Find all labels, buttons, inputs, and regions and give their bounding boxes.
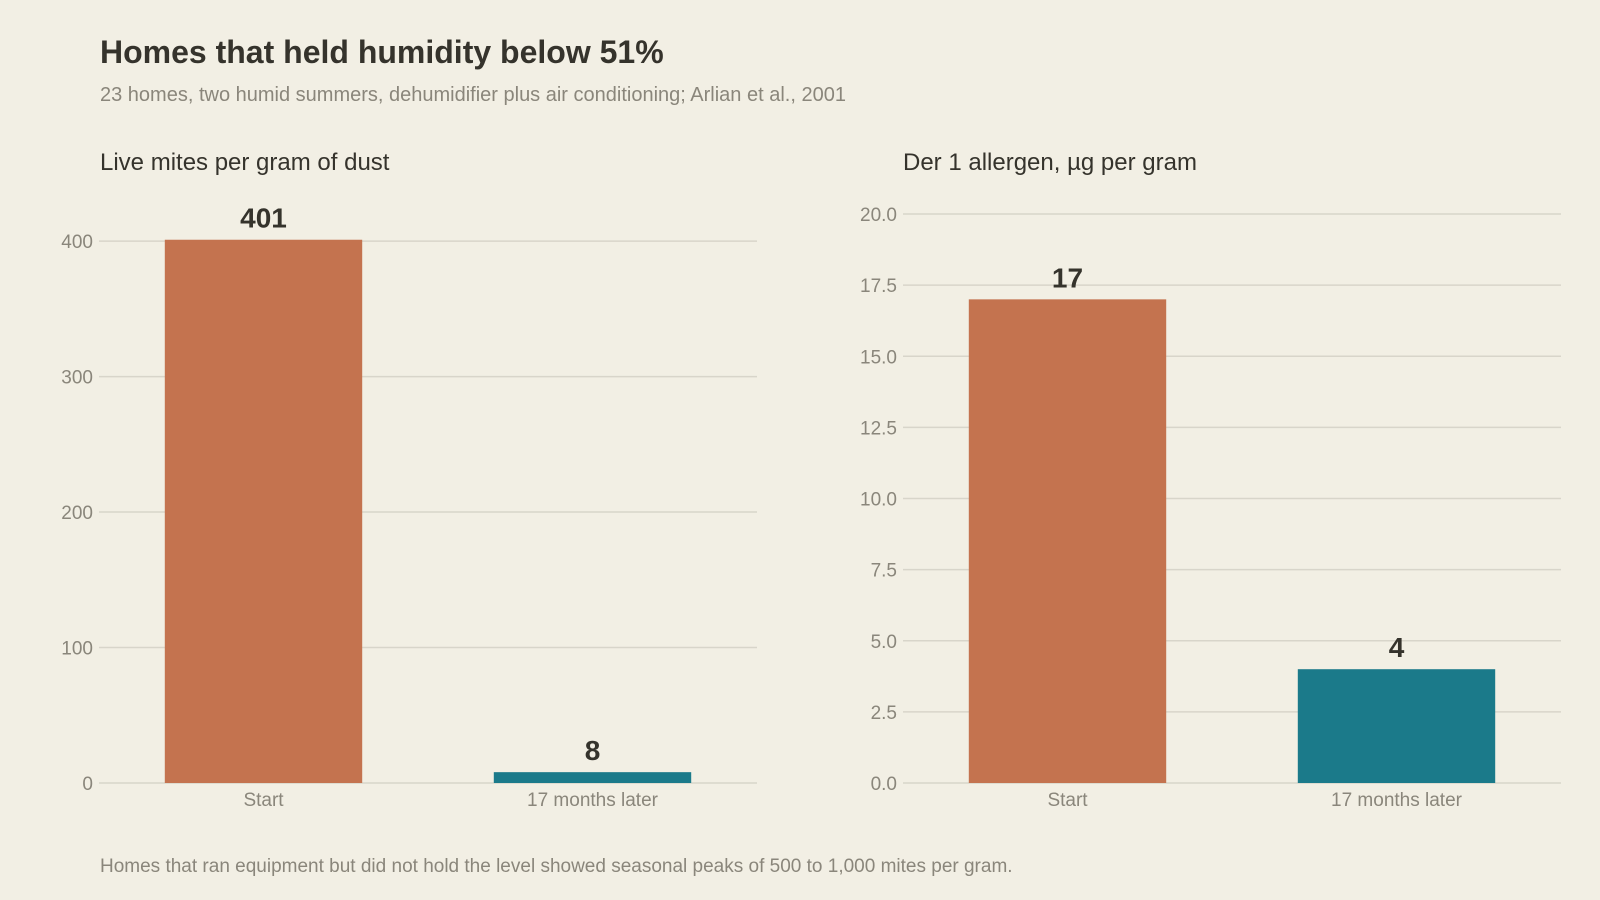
live-mites-ytick-label: 100 xyxy=(61,639,93,660)
panel-live-mites: Live mites per gram of dust 0 100 200 300 400… xyxy=(61,149,757,811)
live-mites-panel-title: Live mites per gram of dust xyxy=(100,149,390,176)
der1-allergen-ytick-label: 5.0 xyxy=(871,632,897,653)
der1-allergen-panel-title: Der 1 allergen, µg per gram xyxy=(903,149,1197,176)
live-mites-category-label-start: Start xyxy=(243,790,284,811)
der1-allergen-bar-start xyxy=(968,299,1167,783)
der1-allergen-category-label-later: 17 months later xyxy=(1331,790,1463,811)
der1-allergen-ytick-label: 10.0 xyxy=(860,490,897,511)
live-mites-ytick-label: 200 xyxy=(61,503,93,524)
der1-allergen-ytick-label: 20.0 xyxy=(860,205,897,226)
live-mites-bar-later xyxy=(493,772,692,783)
der1-allergen-category-label-start: Start xyxy=(1047,790,1088,811)
der1-allergen-ytick-label: 15.0 xyxy=(860,347,897,368)
figure-subtitle: 23 homes, two humid summers, dehumidifie… xyxy=(100,84,846,106)
figure-footnote: Homes that ran equipment but did not hol… xyxy=(100,856,1013,877)
live-mites-ytick-label: 400 xyxy=(61,232,93,253)
der1-allergen-ytick-label: 17.5 xyxy=(860,276,897,297)
der1-allergen-bar-later xyxy=(1297,669,1496,783)
der1-allergen-value-label-start: 17 xyxy=(1052,262,1083,293)
der1-allergen-ytick-label: 0.0 xyxy=(871,774,897,795)
der1-allergen-value-label-later: 4 xyxy=(1389,632,1405,663)
der1-allergen-ytick-label: 12.5 xyxy=(860,418,897,439)
live-mites-value-label-later: 8 xyxy=(585,735,601,766)
live-mites-ytick-label: 300 xyxy=(61,368,93,389)
der1-allergen-ytick-label: 2.5 xyxy=(871,703,897,724)
live-mites-bar-start xyxy=(164,239,363,783)
live-mites-category-label-later: 17 months later xyxy=(527,790,659,811)
live-mites-value-label-start: 401 xyxy=(240,203,287,234)
figure-title: Homes that held humidity below 51% xyxy=(100,34,664,70)
live-mites-ytick-label: 0 xyxy=(82,774,93,795)
panel-der1-allergen: Der 1 allergen, µg per gram 0.0 2.5 5.0 7.5 1… xyxy=(860,149,1561,811)
der1-allergen-ytick-label: 7.5 xyxy=(871,561,897,582)
